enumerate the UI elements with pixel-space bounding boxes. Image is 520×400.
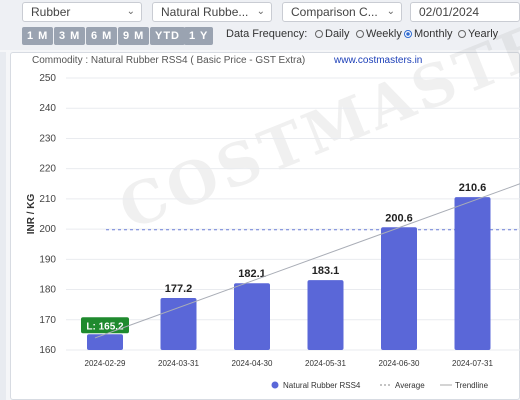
bar bbox=[87, 334, 123, 350]
frequency-daily-radio[interactable]: Daily bbox=[315, 28, 349, 40]
y-tick-label: 200 bbox=[39, 224, 56, 235]
commodity-value: Rubber bbox=[31, 5, 71, 19]
bar bbox=[381, 227, 417, 350]
y-tick-label: 210 bbox=[39, 194, 56, 205]
data-label: 183.1 bbox=[312, 265, 340, 277]
period-3m-button[interactable]: 3 M bbox=[54, 27, 86, 45]
trendline bbox=[94, 183, 520, 339]
data-label: 182.1 bbox=[238, 268, 266, 280]
y-tick-label: 170 bbox=[39, 315, 56, 326]
x-tick-label: 2024-03-31 bbox=[158, 359, 199, 368]
period-ytd-button[interactable]: YTD bbox=[150, 27, 185, 45]
radio-icon bbox=[315, 30, 323, 38]
chevron-down-icon: ⌄ bbox=[386, 6, 395, 17]
period-1m-button[interactable]: 1 M bbox=[22, 27, 54, 45]
date-value: 02/01/2024 bbox=[419, 5, 480, 19]
left-sidebar-edge bbox=[0, 52, 6, 400]
x-tick-label: 2024-06-30 bbox=[379, 359, 420, 368]
radio-selected-icon bbox=[404, 30, 412, 38]
y-tick-label: 160 bbox=[39, 345, 56, 356]
bar bbox=[454, 197, 491, 350]
data-label: 177.2 bbox=[165, 283, 193, 295]
data-label: 200.6 bbox=[385, 212, 413, 224]
filter-bar: Rubber ⌄ Natural Rubbe... ⌄ Comparison C… bbox=[0, 0, 520, 50]
bar bbox=[160, 298, 197, 350]
frequency-weekly-radio[interactable]: Weekly bbox=[356, 28, 402, 40]
frequency-monthly-radio[interactable]: Monthly bbox=[404, 28, 453, 40]
bar bbox=[307, 280, 344, 350]
legend-item: Trendline bbox=[455, 381, 489, 390]
radio-icon bbox=[356, 30, 364, 38]
y-tick-label: 220 bbox=[39, 164, 56, 175]
y-tick-label: 190 bbox=[39, 254, 56, 265]
bar bbox=[234, 283, 270, 350]
period-9m-button[interactable]: 9 M bbox=[118, 27, 150, 45]
site-link[interactable]: www.costmasters.in bbox=[334, 55, 423, 66]
y-axis-label: INR / KG bbox=[26, 194, 37, 235]
low-label-badge bbox=[81, 317, 129, 334]
period-6m-button[interactable]: 6 M bbox=[86, 27, 118, 45]
date-input[interactable]: 02/01/2024 bbox=[410, 2, 520, 22]
x-tick-label: 2024-05-31 bbox=[305, 359, 346, 368]
data-label: 210.6 bbox=[459, 182, 487, 194]
comparison-value: Comparison C... bbox=[291, 5, 378, 19]
comparison-select[interactable]: Comparison C... ⌄ bbox=[282, 2, 402, 22]
x-tick-label: 2024-07-31 bbox=[452, 359, 493, 368]
chevron-down-icon: ⌄ bbox=[256, 6, 265, 17]
period-1y-button[interactable]: 1 Y bbox=[184, 27, 214, 45]
legend-swatch bbox=[271, 381, 279, 389]
y-tick-label: 240 bbox=[39, 103, 56, 114]
legend-item: Natural Rubber RSS4 bbox=[283, 381, 361, 390]
x-tick-label: 2024-04-30 bbox=[232, 359, 273, 368]
product-select[interactable]: Natural Rubbe... ⌄ bbox=[152, 2, 272, 22]
y-tick-label: 250 bbox=[39, 73, 56, 84]
commodity-select[interactable]: Rubber ⌄ bbox=[22, 2, 142, 22]
low-label: L: 165.2 bbox=[86, 321, 124, 332]
y-tick-label: 230 bbox=[39, 133, 56, 144]
x-tick-label: 2024-02-29 bbox=[85, 359, 126, 368]
product-value: Natural Rubbe... bbox=[161, 5, 249, 19]
frequency-yearly-radio[interactable]: Yearly bbox=[458, 28, 498, 40]
chevron-down-icon: ⌄ bbox=[126, 6, 135, 17]
frequency-label: Data Frequency: bbox=[226, 28, 308, 40]
y-tick-label: 180 bbox=[39, 285, 56, 296]
legend-item: Average bbox=[395, 381, 425, 390]
chart-title: Commodity : Natural Rubber RSS4 ( Basic … bbox=[32, 55, 306, 66]
radio-icon bbox=[458, 30, 466, 38]
